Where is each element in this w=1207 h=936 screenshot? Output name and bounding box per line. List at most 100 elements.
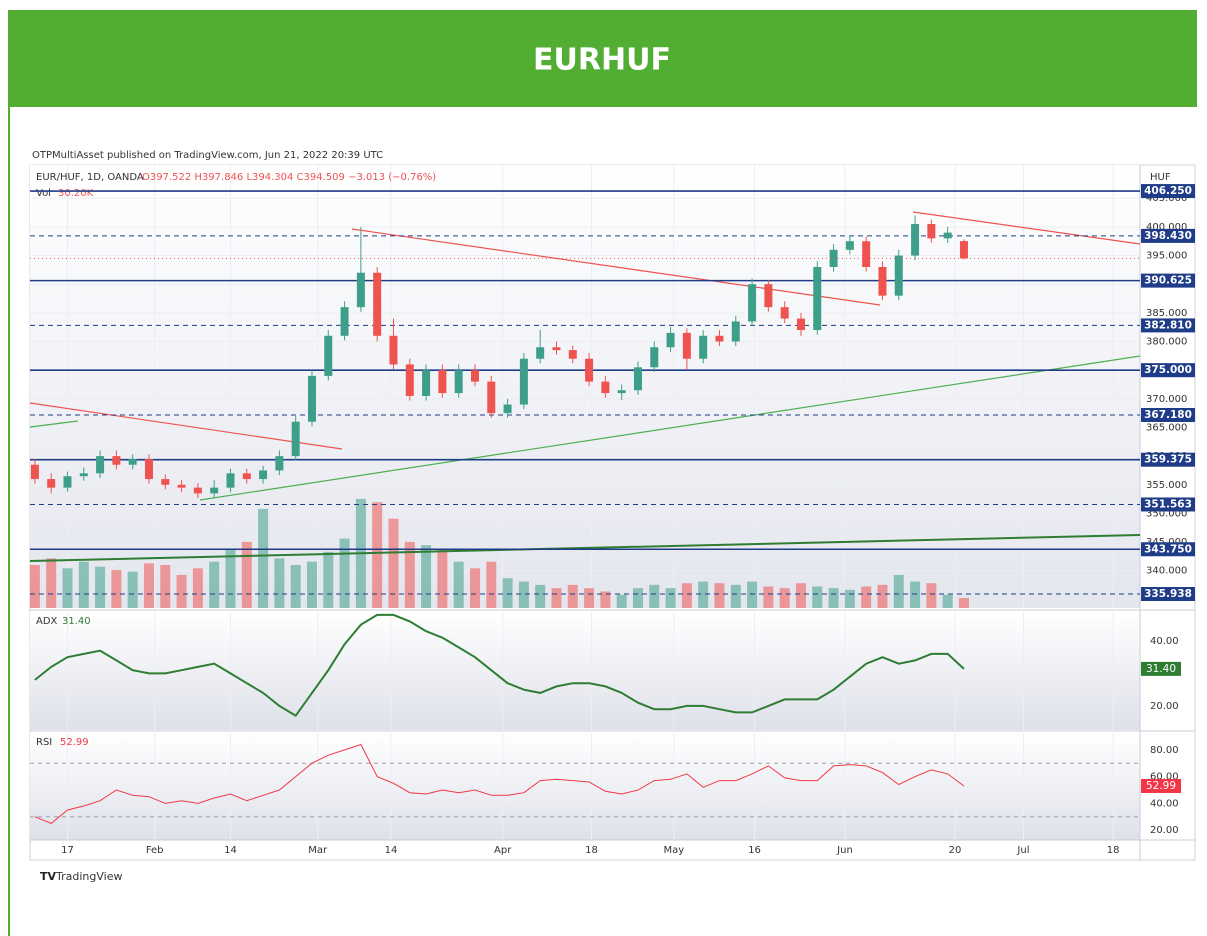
volume-bar [926, 583, 937, 608]
volume-bar [62, 568, 73, 608]
candle-body [601, 381, 610, 394]
x-tick-label: 18 [585, 845, 598, 856]
candle-body [242, 473, 251, 480]
ohlc-info: O397.522 H397.846 L394.304 C394.509 −3.0… [142, 172, 436, 183]
candle-body [373, 272, 382, 336]
volume-bar [127, 571, 138, 608]
footer-brand: TradingView [55, 870, 122, 883]
level-label: 375.000 [1144, 364, 1192, 376]
candle-body [128, 458, 137, 465]
volume-bar [46, 558, 57, 608]
x-tick-label: 17 [61, 845, 74, 856]
level-label: 359.375 [1144, 454, 1192, 466]
volume-bar [453, 561, 464, 608]
candle-body [112, 456, 121, 465]
volume-bar [665, 588, 676, 608]
x-tick-label: Apr [494, 845, 512, 856]
volume-bar [469, 568, 480, 608]
candle-body [503, 404, 512, 414]
y-tick-label: 400.000 [1146, 222, 1187, 233]
volume-bar [730, 584, 741, 608]
indicator-tick-label: 20.00 [1150, 701, 1179, 712]
volume-bar [958, 598, 969, 608]
candle-body [633, 367, 642, 391]
candle-body [699, 335, 708, 359]
header-band [8, 10, 1197, 107]
volume-bar [372, 502, 383, 608]
candle-body [617, 390, 626, 394]
volume-bar [192, 568, 203, 608]
volume-bar [502, 578, 513, 608]
volume-bar [910, 581, 921, 608]
y-tick-label: 340.000 [1146, 566, 1187, 577]
candle-body [911, 224, 920, 256]
candle-body [96, 456, 105, 474]
candle-body [193, 487, 202, 494]
trend-line [351, 228, 881, 306]
indicator-tick-label: 40.00 [1150, 636, 1179, 647]
level-box [1141, 363, 1195, 378]
candle-body [813, 267, 822, 331]
level-box [1141, 452, 1195, 467]
candle-body [487, 381, 496, 414]
y-tick-label: 385.000 [1146, 308, 1187, 319]
candle-body [47, 479, 56, 488]
level-label: 398.430 [1144, 230, 1192, 242]
candle-body [259, 470, 268, 480]
symbol-info: EUR/HUF, 1D, OANDA [36, 172, 144, 183]
volume-bar [600, 591, 611, 608]
level-box [1141, 542, 1195, 557]
x-tick-label: May [663, 845, 684, 856]
trend-line [29, 534, 1141, 562]
candle-body [519, 358, 528, 405]
volume-bar [567, 584, 578, 608]
level-label: 367.180 [1144, 409, 1192, 421]
candle-body [796, 318, 805, 331]
volume-bar [893, 574, 904, 608]
volume-bar [339, 538, 350, 608]
candle-body [878, 267, 887, 296]
volume-bar [486, 561, 497, 608]
header-title: EURHUF [533, 43, 671, 78]
candle-body [389, 335, 398, 365]
y-tick-label: 370.000 [1146, 394, 1187, 405]
candle-body [552, 347, 561, 351]
volume-bar [714, 583, 725, 608]
volume-bar [421, 545, 432, 608]
volume-bar [437, 548, 448, 608]
y-tick-label: 395.000 [1146, 251, 1187, 262]
candle-body [340, 307, 349, 336]
volume-name: Vol [36, 188, 51, 199]
volume-bar [763, 586, 774, 608]
tv-logo: TV [40, 870, 57, 883]
indicator-last-box [1141, 778, 1181, 793]
candle-body [568, 350, 577, 359]
candle-body [894, 255, 903, 296]
candle-body [731, 321, 740, 342]
candle-body [666, 332, 675, 348]
level-label: 351.563 [1144, 498, 1192, 510]
volume-bar [258, 508, 269, 608]
volume-bar [78, 561, 89, 608]
level-box [1141, 407, 1195, 422]
x-tick-label: 14 [385, 845, 398, 856]
level-box [1141, 273, 1195, 288]
candle-body [764, 284, 773, 308]
adx-pane [30, 612, 1140, 730]
x-tick-label: 16 [748, 845, 761, 856]
candle-body [585, 358, 594, 382]
indicator-last-label: 52.99 [1146, 780, 1176, 792]
level-label: 390.625 [1144, 275, 1192, 287]
candle-body [324, 335, 333, 376]
volume-bar [209, 561, 220, 608]
candle-body [275, 456, 284, 471]
level-label: 335.938 [1144, 588, 1192, 600]
indicator-line [34, 743, 965, 824]
y-tick-label: 355.000 [1146, 480, 1187, 491]
indicator-line [34, 613, 965, 718]
volume-bar [877, 584, 888, 608]
volume-bar [681, 583, 692, 608]
volume-bar [176, 574, 187, 608]
trend-line [29, 402, 343, 450]
